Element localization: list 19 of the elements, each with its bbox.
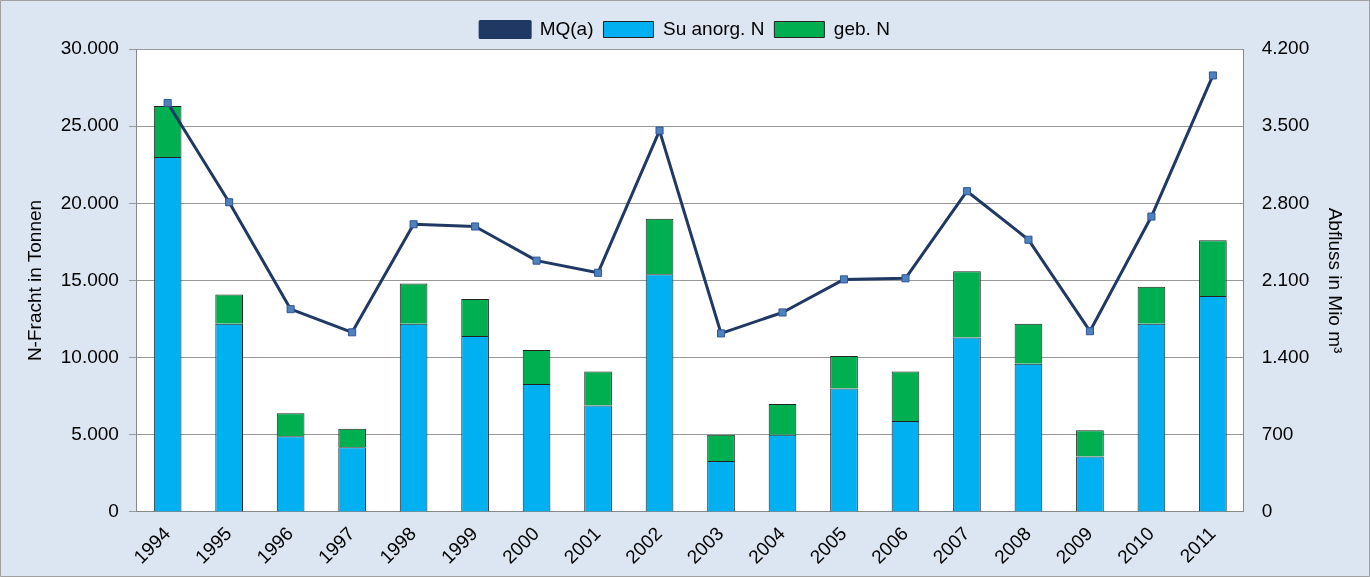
y-tick-label: 25.000 [60,114,119,136]
y2-axis-title: Abfluss in Mio m³ [1325,207,1347,354]
y-tick-label: 10.000 [60,345,119,367]
y-tick-label: 5.000 [71,423,119,445]
legend-label: geb. N [833,17,890,39]
y2-tick-label: 0 [1261,500,1273,522]
y2-tick-label: 1.400 [1261,345,1310,367]
y-tick-label: 0 [108,500,119,522]
y-axis-title: N-Fracht in Tonnen [23,199,45,362]
y-tick-label: 30.000 [60,37,119,59]
legend-label: MQ(a) [539,17,594,39]
y2-tick-label: 4.200 [1261,37,1310,59]
y2-tick-label: 700 [1261,423,1294,445]
y2-tick-label: 2.100 [1261,268,1310,290]
y-tick-label: 20.000 [60,191,119,213]
legend-label: Su anorg. N [662,17,765,39]
y2-tick-label: 3.500 [1261,114,1310,136]
y2-tick-label: 2.800 [1261,191,1310,213]
y-tick-label: 15.000 [60,268,119,290]
